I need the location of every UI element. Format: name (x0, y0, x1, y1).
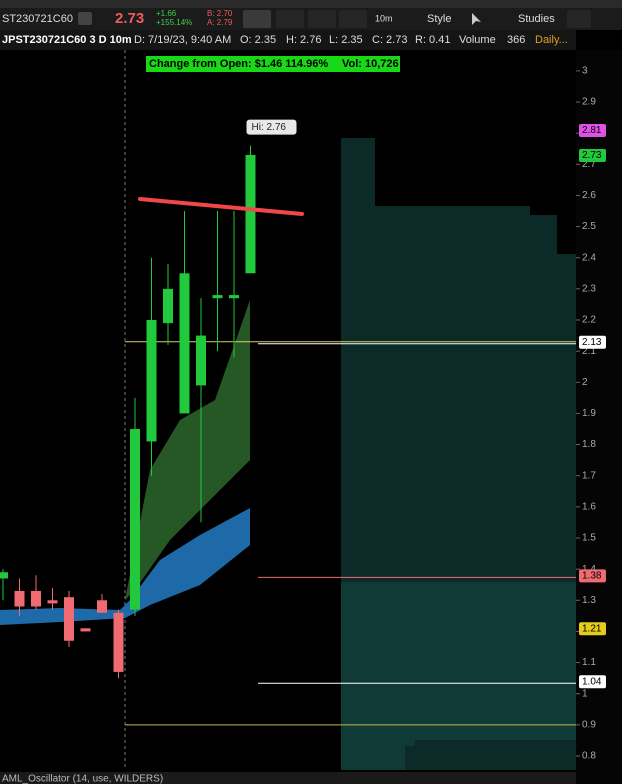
price-label-box (579, 675, 606, 689)
info-volume-label: Volume (459, 34, 496, 46)
price-label-box (579, 622, 606, 636)
symbol[interactable]: ST230721C60 (2, 13, 73, 25)
cloud-band (0, 508, 250, 625)
info-high: H: 2.76 (286, 34, 321, 46)
y-tick-label: 2 (582, 377, 588, 388)
ask: A: 2.79 (207, 18, 233, 27)
y-tick-label: 1.5 (582, 533, 596, 544)
info-open: O: 2.35 (240, 34, 276, 46)
top-strip (0, 0, 622, 8)
trend-line[interactable] (138, 197, 304, 216)
price-label-box (579, 569, 606, 583)
y-tick-label: 0.8 (582, 751, 596, 762)
candle-body (113, 612, 124, 672)
info-symbol: JPST230721C60 3 D 10m (2, 34, 132, 46)
price-label: 1.04 (582, 676, 602, 687)
share-button[interactable] (243, 10, 271, 28)
candle-body (245, 154, 256, 274)
y-tick-label: 1.8 (582, 439, 596, 450)
symbol-dropdown[interactable] (78, 12, 92, 25)
y-tick-label: 1 (582, 688, 588, 699)
change: +1.66 (156, 9, 177, 18)
y-tick-label: 2.3 (582, 283, 596, 294)
info-close: C: 2.73 (372, 34, 407, 46)
candle-body (163, 288, 173, 324)
price-label-box (579, 335, 606, 349)
info-low: L: 2.35 (329, 34, 363, 46)
candle-body (31, 590, 41, 607)
info-bar (0, 30, 576, 50)
candle-body (0, 572, 8, 579)
candle-body (64, 597, 74, 641)
candle-body (97, 600, 107, 613)
y-tick-label: 3 (582, 66, 588, 77)
candle-body (80, 628, 91, 632)
candle-body (146, 320, 157, 442)
info-volume: 366 (507, 34, 525, 46)
info-daily[interactable]: Daily... (535, 34, 568, 46)
info-range: R: 0.41 (415, 34, 450, 46)
price-label-box (579, 148, 606, 162)
y-tick-label: 1.6 (582, 501, 596, 512)
price-label: 2.13 (582, 337, 602, 348)
y-tick-label: 0.9 (582, 719, 596, 730)
cursor-button[interactable] (472, 13, 481, 25)
style-button[interactable]: Style (427, 13, 451, 25)
cloud-band (125, 300, 250, 600)
y-tick-label: 2.4 (582, 252, 596, 263)
lower-panel (0, 772, 576, 784)
change-pct: +155.14% (156, 18, 192, 27)
price-label: 2.81 (582, 125, 602, 136)
candle-body (47, 600, 58, 604)
y-tick-label: 2.7 (582, 159, 596, 170)
candle-body (212, 295, 223, 299)
price-label: 2.73 (582, 150, 602, 161)
y-tick-label: 2.6 (582, 190, 596, 201)
snapshot-button[interactable] (276, 10, 304, 28)
y-tick-label: 2.5 (582, 221, 596, 232)
drawing-button[interactable] (567, 10, 591, 28)
last-price: 2.73 (115, 10, 144, 27)
y-tick-label: 2.1 (582, 346, 596, 357)
value-area (341, 582, 576, 770)
candle-body (179, 273, 190, 414)
y-tick-label: 1.7 (582, 470, 596, 481)
timeframe-button[interactable]: 10m (375, 13, 393, 23)
high-label: Hi: 2.76 (252, 122, 287, 133)
y-tick-label: 2.9 (582, 97, 596, 108)
banner (146, 56, 400, 72)
price-label-box (579, 124, 606, 138)
price-label: 1.38 (582, 571, 602, 582)
y-tick-label: 1.4 (582, 564, 596, 575)
lab-button[interactable] (308, 10, 336, 28)
studies-button[interactable]: Studies (518, 13, 555, 25)
y-tick-label: 2.2 (582, 315, 596, 326)
high-label-box (246, 119, 297, 135)
price-label: 1.21 (582, 623, 602, 634)
candle-body (14, 590, 25, 607)
banner-change: Change from Open: $1.46 114.96% (149, 58, 328, 70)
settings-button[interactable] (339, 10, 367, 28)
candle-body (130, 428, 140, 610)
lower-study: AML_Oscillator (14, use, WILDERS) (2, 774, 163, 784)
bid: B: 2.70 (207, 9, 233, 18)
candle-body (196, 335, 206, 386)
y-tick-label: 1.3 (582, 595, 596, 606)
info-date: D: 7/19/23, 9:40 AM (134, 34, 231, 46)
banner-vol: Vol: 10,726 (342, 58, 399, 70)
price-axis (576, 50, 622, 784)
candle-body (229, 295, 239, 299)
y-tick-label: 1.9 (582, 408, 596, 419)
y-tick-label: 1.1 (582, 657, 596, 668)
